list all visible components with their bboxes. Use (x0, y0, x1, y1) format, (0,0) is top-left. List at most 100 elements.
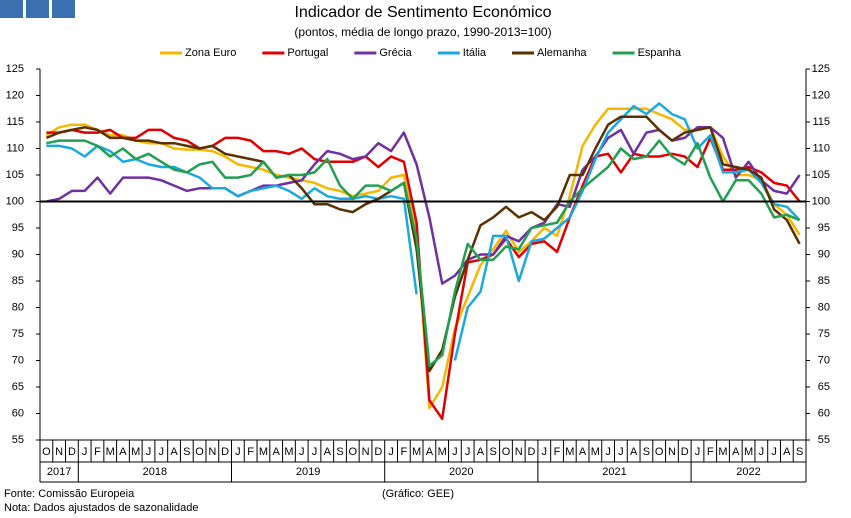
y-tick-label: 100 (6, 195, 24, 207)
x-tick-label: F (554, 446, 561, 458)
logo-block (26, 0, 49, 18)
y-tick-label: 110 (6, 142, 24, 154)
legend-label: Alemanha (537, 47, 587, 59)
x-tick-label: J (605, 446, 611, 458)
credit: (Gráfico: GEE) (382, 488, 454, 500)
x-tick-label: A (783, 446, 791, 458)
y-tick-label: 85 (12, 275, 24, 287)
y2-tick-label: 105 (812, 169, 830, 181)
x-tick-label: J (82, 446, 88, 458)
x-tick-label: A (119, 446, 127, 458)
y2-tick-label: 65 (818, 381, 830, 393)
x-tick-label: J (542, 446, 548, 458)
x-tick-label: D (221, 446, 229, 458)
y-tick-label: 120 (6, 89, 24, 101)
note: Nota: Dados ajustados de sazonalidade (4, 502, 198, 514)
series-line (46, 139, 801, 368)
y-tick-label: 60 (12, 407, 24, 419)
x-tick-label: J (299, 446, 305, 458)
x-tick-label: N (55, 446, 63, 458)
x-tick-label: A (170, 446, 178, 458)
x-tick-label: D (528, 446, 536, 458)
x-tick-label: M (412, 446, 421, 458)
y2-tick-label: 70 (818, 354, 830, 366)
x-tick-label: A (579, 446, 587, 458)
y-tick-label: 70 (12, 354, 24, 366)
x-tick-label: O (349, 446, 358, 458)
year-label: 2020 (449, 466, 473, 478)
logo-block (0, 0, 23, 18)
y-tick-label: 105 (6, 169, 24, 181)
year-label: 2018 (143, 466, 167, 478)
series-line (46, 128, 801, 421)
y-tick-label: 125 (6, 63, 24, 75)
y2-tick-label: 60 (818, 407, 830, 419)
x-tick-label: D (374, 446, 382, 458)
x-tick-label: J (388, 446, 394, 458)
x-tick-label: F (247, 446, 254, 458)
x-tick-label: J (695, 446, 701, 458)
legend-label: Portugal (287, 47, 328, 59)
legend-label: Espanha (638, 47, 682, 59)
y2-tick-label: 80 (818, 301, 830, 313)
x-tick-label: N (208, 446, 216, 458)
legend-label: Zona Euro (185, 47, 236, 59)
y2-tick-label: 120 (812, 89, 830, 101)
x-tick-label: J (465, 446, 471, 458)
x-tick-label: F (400, 446, 407, 458)
y2-tick-label: 125 (812, 63, 830, 75)
x-tick-label: O (42, 446, 51, 458)
y-tick-label: 65 (12, 381, 24, 393)
x-tick-label: M (131, 446, 140, 458)
series-line (46, 126, 801, 285)
x-tick-label: J (159, 446, 165, 458)
x-tick-label: J (618, 446, 624, 458)
y-tick-label: 75 (12, 328, 24, 340)
x-tick-label: M (284, 446, 293, 458)
x-tick-label: J (759, 446, 765, 458)
x-tick-label: D (68, 446, 76, 458)
y2-tick-label: 100 (812, 195, 830, 207)
x-tick-label: D (681, 446, 689, 458)
series-line (45, 107, 801, 410)
series-line (453, 102, 801, 361)
x-tick-label: O (195, 446, 204, 458)
y-tick-label: 115 (6, 116, 24, 128)
y-tick-label: 55 (12, 434, 24, 446)
x-tick-label: A (732, 446, 740, 458)
x-tick-label: J (312, 446, 318, 458)
x-tick-label: M (744, 446, 753, 458)
x-tick-label: F (707, 446, 714, 458)
year-label: 2021 (602, 466, 626, 478)
y2-tick-label: 95 (818, 222, 830, 234)
series-line (46, 144, 418, 295)
x-tick-label: S (796, 446, 803, 458)
year-label: 2019 (296, 466, 320, 478)
x-tick-label: A (426, 446, 434, 458)
year-label: 2017 (47, 466, 71, 478)
y-tick-label: 95 (12, 222, 24, 234)
x-tick-label: J (452, 446, 458, 458)
y-tick-label: 90 (12, 248, 24, 260)
chart-subtitle: (pontos, média de longo prazo, 1990-2013… (294, 25, 551, 39)
x-tick-label: F (94, 446, 101, 458)
x-tick-label: N (362, 446, 370, 458)
x-tick-label: O (655, 446, 664, 458)
legend-label: Grécia (379, 47, 412, 59)
x-tick-label: M (591, 446, 600, 458)
y2-tick-label: 85 (818, 275, 830, 287)
x-tick-label: A (324, 446, 332, 458)
x-tick-label: M (106, 446, 115, 458)
x-tick-label: N (668, 446, 676, 458)
x-tick-label: M (718, 446, 727, 458)
y2-tick-label: 75 (818, 328, 830, 340)
x-tick-label: M (259, 446, 268, 458)
x-tick-label: J (771, 446, 777, 458)
x-tick-label: S (490, 446, 497, 458)
x-tick-label: A (477, 446, 485, 458)
x-tick-label: J (146, 446, 152, 458)
chart-title: Indicador de Sentimento Económico (294, 4, 551, 21)
legend-label: Itália (463, 47, 487, 59)
source: Fonte: Comissão Europeia (4, 488, 135, 500)
x-tick-label: S (183, 446, 190, 458)
